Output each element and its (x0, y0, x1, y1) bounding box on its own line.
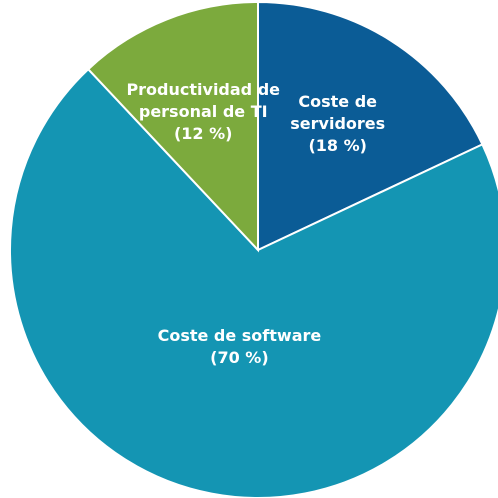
pie-slice (86, 0, 259, 253)
value-label: (18 %) (308, 136, 367, 156)
category-label: Productividad de personal de TI (126, 79, 280, 121)
label-box: Coste de servidores (18 %) (253, 79, 423, 169)
label-box: Productividad de personal de TI (12 %) (118, 67, 288, 157)
slice-label: Coste de software(70 %) (154, 302, 324, 392)
category-label: Coste de servidores (290, 92, 386, 134)
pie-slice (9, 67, 498, 498)
slice-label: Productividad de personal de TI(12 %) (118, 67, 288, 157)
value-label: (70 %) (210, 348, 269, 368)
category-label: Coste de software (157, 326, 322, 346)
slice-label: Coste de servidores(18 %) (253, 79, 423, 169)
value-label: (12 %) (173, 123, 233, 143)
label-box: Coste de software (70 %) (154, 302, 324, 392)
pie-slice (257, 0, 484, 252)
